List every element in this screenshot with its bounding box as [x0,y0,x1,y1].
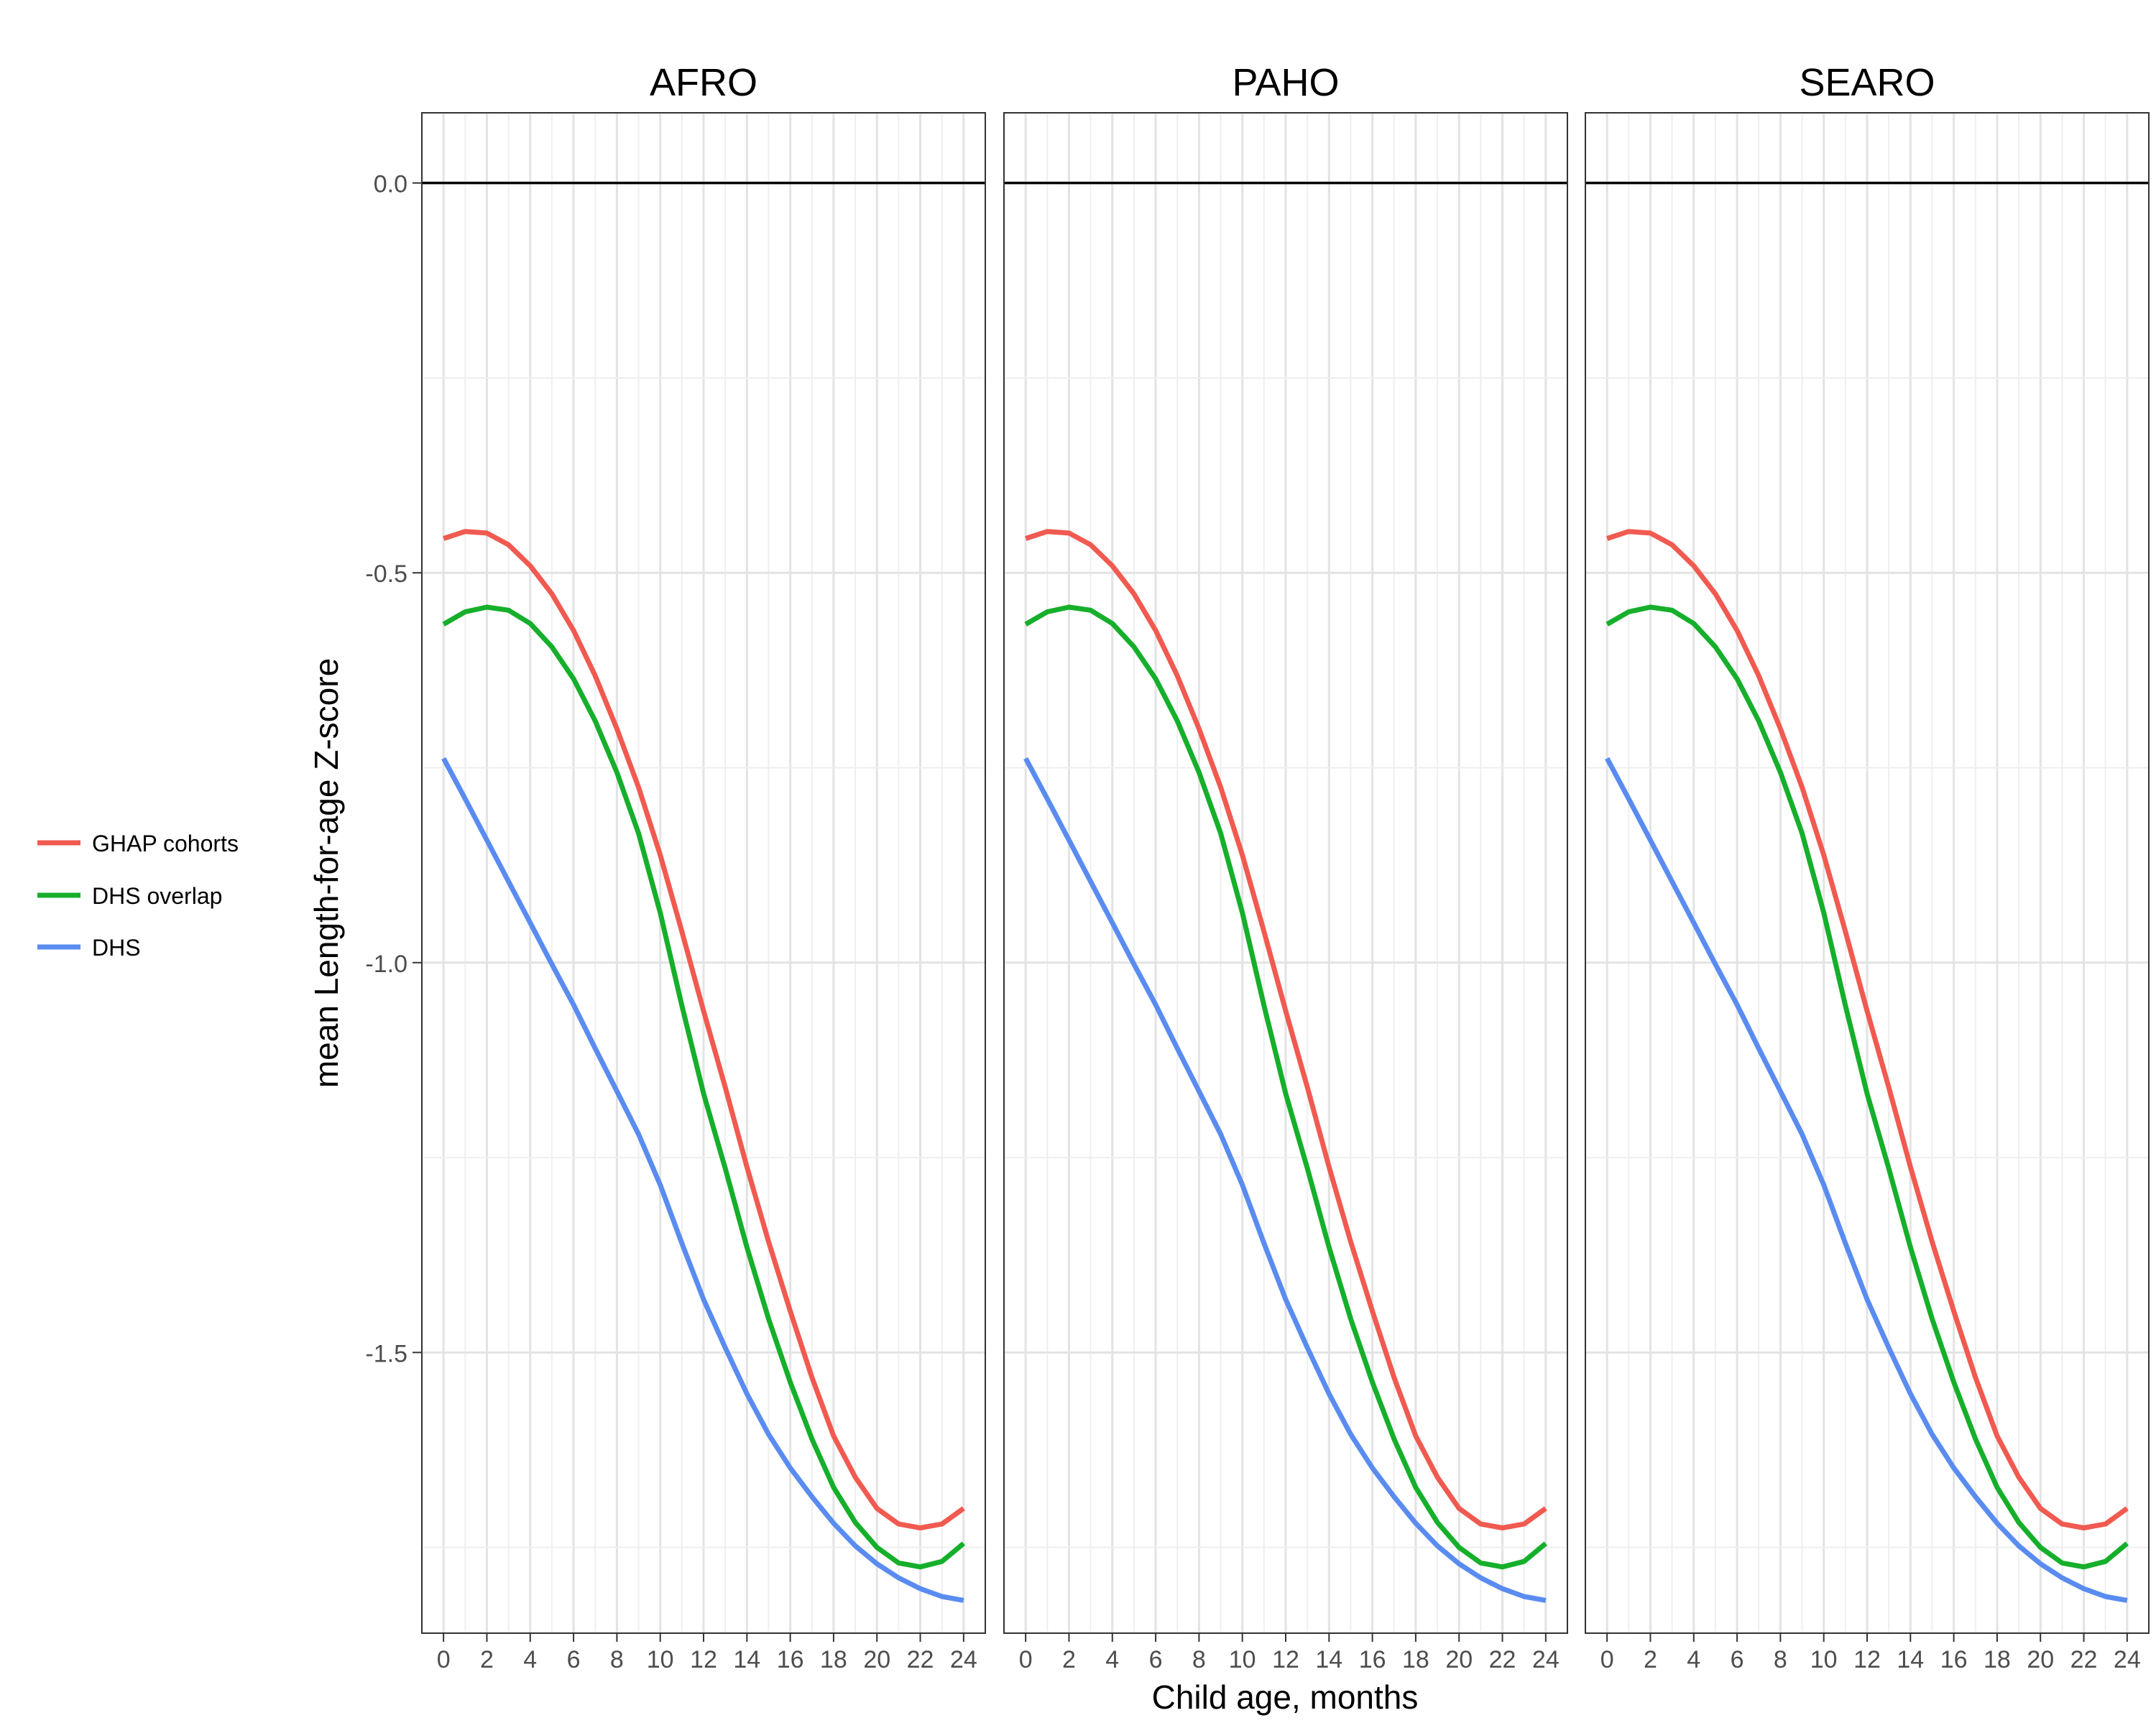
x-tick-label: 2 [1062,1646,1076,1673]
x-tick-label: 14 [1897,1646,1924,1673]
x-tick-label: 12 [690,1646,717,1673]
x-tick-label: 2 [480,1646,494,1673]
legend-label: DHS overlap [92,883,222,909]
x-tick-label: 22 [1489,1646,1516,1673]
series-line-dhs [1023,757,1547,1603]
panel-title: AFRO [650,61,757,104]
x-tick-label: 16 [777,1646,804,1673]
x-tick-label: 8 [610,1646,624,1673]
series-line-dhs-overlap [442,604,966,1570]
y-tick-label: -1.0 [365,951,407,978]
x-tick-label: 24 [2114,1646,2141,1673]
x-tick-label: 16 [1940,1646,1968,1673]
x-axis-title: Child age, months [1152,1678,1419,1716]
x-tick-label: 0 [1019,1646,1033,1673]
legend-label: GHAP cohorts [92,831,239,856]
x-tick-label: 6 [1149,1646,1163,1673]
series-line-dhs-overlap [1024,604,1548,1570]
legend-label: DHS [92,935,141,961]
legend: GHAP cohorts DHS overlap DHS [37,831,239,961]
x-tick-label: 8 [1192,1646,1206,1673]
x-tick-label: 2 [1644,1646,1657,1673]
x-tick-label: 14 [1315,1646,1342,1673]
x-tick-label: 8 [1774,1646,1787,1673]
x-tick-label: 10 [647,1646,674,1673]
x-tick-label: 18 [1984,1646,2011,1673]
x-tick-label: 14 [733,1646,760,1673]
x-tick-label: 12 [1853,1646,1881,1673]
series-line-ghap-cohorts [1606,529,2129,1530]
series-line-ghap-cohorts [1025,529,1547,1530]
series-line-dhs [1605,757,2128,1603]
x-tick-label: 4 [523,1646,537,1673]
x-tick-label: 0 [1600,1646,1614,1673]
y-tick-label: -1.5 [365,1340,407,1367]
x-tick-label: 20 [1445,1646,1473,1673]
x-tick-label: 20 [863,1646,890,1673]
y-tick-label: -0.5 [365,560,407,588]
x-tick-label: 18 [1402,1646,1429,1673]
x-tick-label: 10 [1810,1646,1838,1673]
x-tick-label: 10 [1229,1646,1256,1673]
x-tick-label: 4 [1105,1646,1119,1673]
x-tick-label: 24 [1532,1646,1560,1673]
x-tick-label: 24 [950,1646,977,1673]
panel-title: PAHO [1232,61,1339,104]
series-line-dhs [441,757,964,1603]
panel-title: SEARO [1799,61,1935,104]
x-tick-label: 6 [1731,1646,1744,1673]
x-tick-label: 22 [907,1646,934,1673]
y-axis-title: mean Length-for-age Z-score [308,658,345,1088]
x-tick-label: 22 [2070,1646,2098,1673]
x-tick-label: 16 [1359,1646,1386,1673]
x-tick-label: 20 [2027,1646,2054,1673]
series-line-ghap-cohorts [443,529,965,1530]
x-tick-label: 12 [1272,1646,1299,1673]
x-tick-label: 4 [1687,1646,1700,1673]
x-tick-label: 18 [820,1646,847,1673]
x-tick-label: 6 [567,1646,581,1673]
series-line-dhs-overlap [1606,604,2129,1570]
x-tick-label: 0 [437,1646,451,1673]
y-tick-label: 0.0 [374,171,407,198]
